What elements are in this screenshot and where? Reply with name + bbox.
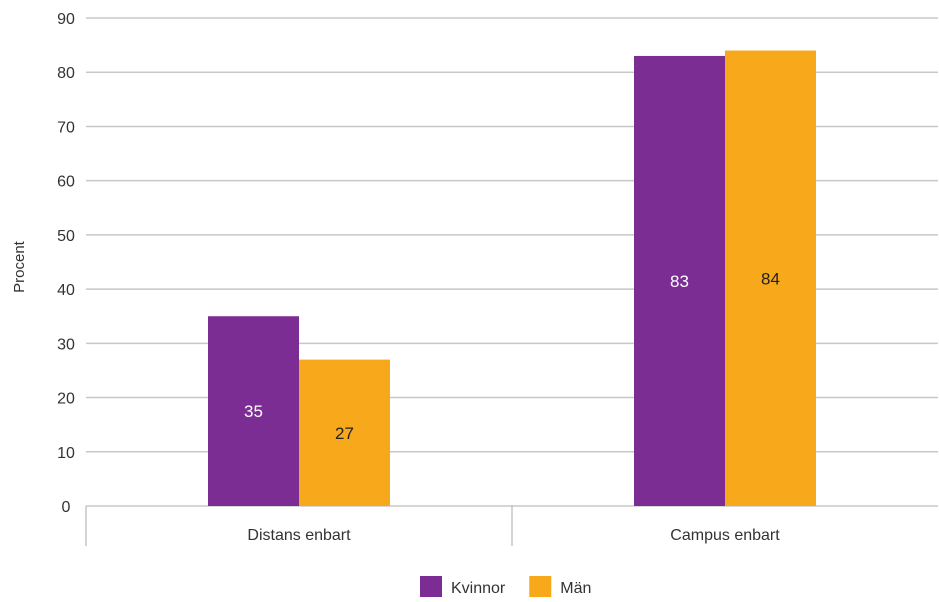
bar-m-n <box>299 359 390 506</box>
bar-kvinnor <box>208 316 299 506</box>
x-category-label: Campus enbart <box>670 527 780 544</box>
y-tick-label: 50 <box>57 228 75 245</box>
bar-m-n <box>725 50 816 507</box>
x-category-label: Distans enbart <box>247 527 351 544</box>
bar-value-label: 83 <box>670 272 689 291</box>
data-labels: 35 83 27 84 <box>244 269 780 443</box>
legend-label: Kvinnor <box>451 580 506 597</box>
y-tick-label: 20 <box>57 391 75 408</box>
legend: Kvinnor Män <box>420 576 591 598</box>
legend-swatch <box>529 576 552 598</box>
y-tick-label: 60 <box>57 174 75 191</box>
y-tick-label: 30 <box>57 336 75 353</box>
legend-label: Män <box>560 580 591 597</box>
bar-value-label: 35 <box>244 402 263 421</box>
legend-swatch <box>420 576 442 598</box>
y-tick-label: 80 <box>57 65 75 82</box>
bars <box>208 50 816 507</box>
bar-value-label: 27 <box>335 424 354 443</box>
y-tick-label: 40 <box>57 282 75 299</box>
y-tick-label: 10 <box>57 445 75 462</box>
y-tick-label: 70 <box>57 119 75 136</box>
axes: 0 10 20 30 40 50 60 70 80 90 Distans enbart Campus … <box>57 11 780 546</box>
y-axis-title: Procent <box>11 240 28 293</box>
y-tick-label: 90 <box>57 11 75 28</box>
bar-value-label: 84 <box>761 269 780 288</box>
bar-kvinnor <box>634 55 725 506</box>
y-tick-label: 0 <box>62 499 71 516</box>
